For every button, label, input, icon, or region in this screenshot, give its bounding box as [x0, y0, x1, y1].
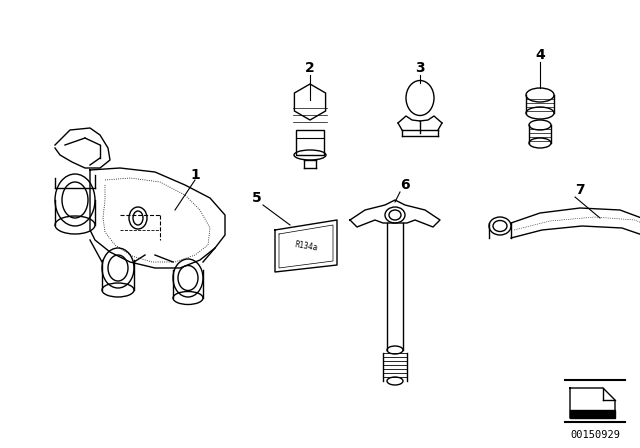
Text: 6: 6	[400, 178, 410, 192]
Text: 4: 4	[535, 48, 545, 62]
Text: 1: 1	[190, 168, 200, 182]
Polygon shape	[570, 410, 615, 418]
Text: 2: 2	[305, 61, 315, 75]
Text: 7: 7	[575, 183, 585, 197]
Text: R134a: R134a	[294, 240, 318, 252]
Text: 5: 5	[252, 191, 262, 205]
Polygon shape	[570, 388, 615, 418]
Text: 00150929: 00150929	[570, 430, 620, 440]
Text: 3: 3	[415, 61, 425, 75]
